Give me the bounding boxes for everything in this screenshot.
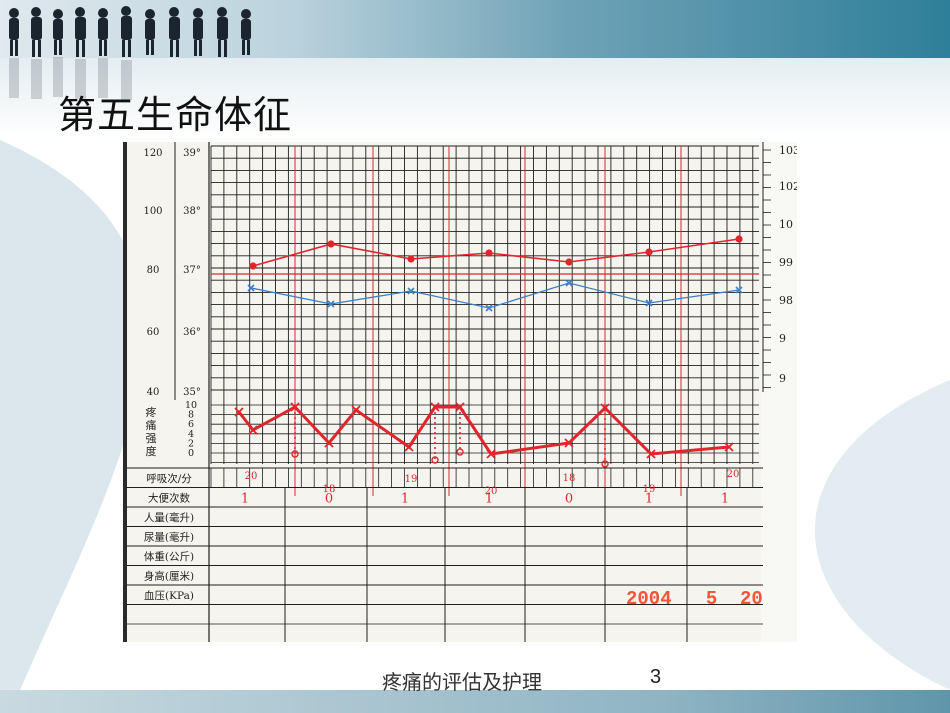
temperature-scale-label: 36° — [183, 327, 201, 338]
person-silhouette-icon — [9, 8, 19, 56]
stool-count-value: 0 — [565, 492, 573, 507]
temperature-point — [249, 262, 257, 270]
right-scale-paper — [761, 142, 797, 642]
temperature-point — [645, 248, 653, 256]
right-scale-label: 102 — [779, 180, 797, 193]
pain-point — [404, 442, 414, 452]
stool-count-value: 1 — [721, 492, 729, 507]
table-row-label: 人量(毫升) — [144, 511, 194, 524]
header-reflection — [0, 58, 950, 138]
vital-signs-chart: 12010080604039°38°37°36°35°1031021099989… — [127, 142, 797, 642]
pulse-point — [327, 300, 335, 308]
right-scale-label: 9 — [779, 332, 786, 345]
header-band — [0, 0, 950, 58]
temperature-point — [327, 240, 335, 248]
pulse-scale-label: 100 — [143, 206, 162, 217]
temperature-point — [735, 235, 743, 243]
pulse-point — [485, 304, 493, 312]
pulse-scale-label: 80 — [147, 265, 160, 276]
person-silhouette-icon — [75, 7, 86, 57]
stool-count-value: 1 — [485, 492, 493, 507]
footer-bar — [0, 690, 950, 713]
respiration-value: 18 — [563, 473, 576, 484]
respiration-value: 20 — [727, 469, 740, 480]
pain-point — [234, 407, 244, 417]
temperature-scale-label: 35° — [183, 387, 201, 398]
person-silhouette-icon — [217, 7, 228, 57]
person-silhouette-icon — [169, 7, 180, 57]
pulse-scale-label: 60 — [147, 327, 160, 338]
temperature-scale-label: 37° — [183, 265, 201, 276]
pulse-point — [565, 279, 573, 287]
respiration-value: 20 — [485, 486, 498, 497]
right-scale-label: 99 — [779, 256, 793, 269]
pain-tick-label: 4 — [188, 429, 194, 440]
pain-axis-label: 强 — [146, 432, 157, 445]
pulse-point — [407, 287, 415, 295]
vital-signs-chart-photo: 120 100 80 60 40 39° 38° 37° 36° 35° 103 102 10 99 98 9… — [123, 142, 797, 642]
right-scale-label: 9 — [779, 372, 786, 385]
table-row-label: 体重(公斤) — [144, 550, 194, 563]
slide-title: 第五生命体征 — [58, 93, 293, 137]
reassessment-point — [431, 456, 439, 464]
footer-caption: 疼痛的评估及护理 — [382, 670, 542, 694]
temperature-scale-label: 39° — [183, 148, 201, 159]
temperature-point — [407, 255, 415, 263]
person-silhouette-icon — [241, 9, 251, 55]
person-silhouette-icon — [98, 8, 108, 56]
pulse-scale-label: 120 — [143, 148, 162, 159]
table-row-label: 身高(厘米) — [144, 570, 194, 583]
table-row-label: 呼吸次/分 — [146, 472, 192, 485]
temperature-scale-label: 38° — [183, 206, 201, 217]
stool-count-value: 1 — [241, 492, 249, 507]
person-silhouette-icon — [193, 8, 203, 56]
stool-count-value: 0 — [325, 492, 333, 507]
pain-point — [564, 438, 574, 448]
respiration-value: 18 — [323, 484, 336, 495]
right-scale-label: 98 — [779, 294, 793, 307]
pulse-point — [735, 286, 743, 294]
pain-axis-label: 疼 — [146, 405, 157, 419]
pain-point — [486, 449, 496, 459]
person-silhouette-icon — [31, 7, 42, 57]
pulse-point — [645, 299, 653, 307]
pain-axis-label: 度 — [146, 444, 157, 458]
table-row-label: 大便次数 — [148, 492, 190, 505]
pain-tick-label: 2 — [188, 438, 194, 449]
page-number: 3 — [650, 666, 662, 688]
pulse-point — [247, 284, 255, 292]
pain-point — [724, 442, 734, 452]
right-scale-label: 103 — [779, 144, 797, 157]
pain-point — [351, 405, 361, 415]
pain-point — [646, 449, 656, 459]
pain-tick-label: 8 — [188, 410, 194, 421]
respiration-value: 20 — [245, 471, 258, 482]
pain-tick-label: 6 — [188, 419, 194, 430]
pain-tick-label: 0 — [188, 448, 194, 459]
respiration-value: 19 — [405, 474, 418, 485]
reassessment-point — [291, 450, 299, 458]
pulse-scale-label: 40 — [147, 387, 160, 398]
table-row-label: 尿量(毫升) — [144, 531, 194, 544]
respiration-value: 19 — [643, 484, 656, 495]
background-swoosh — [0, 140, 950, 690]
pain-tick-label: 10 — [185, 400, 197, 411]
people-silhouettes-icon — [9, 6, 251, 100]
stool-count-value: 1 — [645, 492, 653, 507]
pain-point — [324, 438, 334, 448]
person-silhouette-icon — [53, 9, 63, 55]
date-stamp: 2004 5 20 — [626, 588, 763, 610]
table-row-label: 血压(KPa) — [144, 589, 194, 602]
stool-count-value: 1 — [401, 492, 409, 507]
paper-sheet — [127, 142, 767, 642]
right-scale-label: 10 — [779, 218, 793, 231]
pain-point — [248, 425, 258, 435]
reassessment-point — [456, 448, 464, 456]
reassessment-point — [601, 460, 609, 468]
temperature-point — [565, 258, 573, 266]
pain-axis-label: 痛 — [146, 418, 157, 432]
person-silhouette-icon — [121, 6, 132, 57]
temperature-point — [485, 249, 493, 257]
person-silhouette-icon — [145, 9, 155, 55]
